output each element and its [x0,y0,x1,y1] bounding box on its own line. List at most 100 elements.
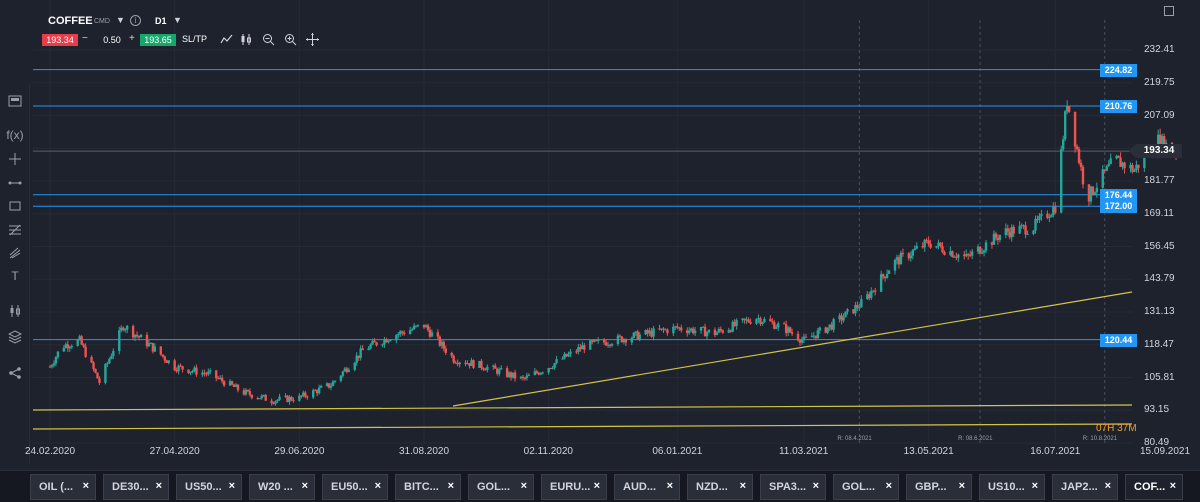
instrument-tab[interactable]: JAP2... × [1052,474,1118,500]
level-price-tag[interactable]: 172.00 [1100,200,1137,214]
close-icon[interactable]: × [374,480,381,492]
panel-icon[interactable] [6,92,24,110]
price-axis-tick: 181.77 [1144,175,1175,186]
pitchfork-icon[interactable] [6,244,24,262]
lot-decrease-button[interactable]: − [82,33,88,44]
buy-button[interactable]: 193.65 [140,34,176,46]
candle-body [278,396,281,400]
candle-body [306,396,309,398]
close-icon[interactable]: × [958,480,965,492]
lot-increase-button[interactable]: + [129,33,135,44]
indicator-icon[interactable] [6,302,24,320]
timeframe-dropdown-icon[interactable]: ▼ [173,15,182,25]
level-price-tag[interactable]: 120.44 [1100,333,1137,347]
layers-icon[interactable] [6,328,24,346]
sl-tp-button[interactable]: SL/TP [182,34,208,44]
candle-body [1123,162,1126,169]
crosshair-icon[interactable] [306,33,319,46]
candle-body [496,368,499,374]
share-icon[interactable] [6,364,24,382]
candle-body [1162,136,1166,152]
level-price-tag[interactable]: 210.76 [1100,100,1137,113]
candle-body [416,324,420,326]
function-icon[interactable]: f(x) [6,128,24,142]
level-price-tag[interactable]: 176.44 [1100,188,1137,202]
tab-label: NZD... [696,481,728,493]
candle-body [480,360,483,369]
info-icon[interactable]: i [130,15,141,26]
plot-area [33,0,1132,466]
fib-icon[interactable] [6,221,24,239]
close-icon[interactable]: × [447,480,454,492]
price-axis-tick: 118.47 [1144,338,1174,350]
close-icon[interactable]: × [301,480,308,492]
candle-body [260,395,263,399]
instrument-tab[interactable]: W20 ... × [249,474,315,500]
text-icon[interactable]: T [11,269,19,283]
line-chart-icon[interactable] [220,33,233,46]
timeframe-selector[interactable]: D1 [155,16,167,26]
candle-body [604,342,608,346]
candle-body [436,332,440,337]
price-axis-tick: 131.13 [1144,306,1175,317]
close-icon[interactable]: × [666,480,673,492]
close-icon[interactable]: × [228,480,235,492]
candle-body [927,240,930,245]
instrument-tabs: OIL (... × DE30... × US50... × W20 ... × EU50...… [0,470,1200,502]
candle-body [325,383,329,386]
close-icon[interactable]: × [520,480,527,492]
close-icon[interactable]: × [155,480,162,492]
close-icon[interactable]: × [82,480,89,492]
candles-icon[interactable] [240,33,253,46]
candle-body [870,291,873,299]
candle-body [567,353,570,357]
instrument-tab[interactable]: GBP... × [906,474,972,500]
candle-body [442,341,446,349]
candle-body [1087,184,1091,202]
close-icon[interactable]: × [1169,480,1176,492]
candle-body [1004,228,1008,236]
close-icon[interactable]: × [1031,480,1038,492]
zoom-in-icon[interactable] [284,33,297,46]
crosshair-plus-icon[interactable] [6,150,24,168]
window-menu-icon[interactable] [1164,6,1174,16]
close-icon[interactable]: × [739,480,746,492]
close-icon[interactable]: × [593,480,600,492]
instrument-tab[interactable]: GOL... × [833,474,899,500]
close-icon[interactable]: × [1104,480,1111,492]
lot-size-input[interactable]: 0.50 [103,35,121,45]
instrument-tab[interactable]: AUD... × [614,474,680,500]
close-icon[interactable]: × [812,480,819,492]
instrument-tab[interactable]: BITC... × [395,474,461,500]
level-price-tag[interactable]: 224.82 [1100,63,1137,77]
candle-body [630,338,633,343]
candle-body [438,336,442,346]
candle-body [1075,146,1079,150]
close-icon[interactable]: × [885,480,892,492]
candle-body [676,326,679,328]
trendline-icon[interactable] [6,174,24,192]
candle-body [104,364,107,383]
candle-body [729,330,732,332]
symbol-dropdown-icon[interactable]: ▼ [116,15,125,25]
instrument-tab[interactable]: US10... × [979,474,1045,500]
sell-button[interactable]: 193.34 [42,34,78,46]
candle-body [846,309,849,312]
instrument-tab[interactable]: EURU... × [541,474,607,500]
rectangle-icon[interactable] [6,197,24,215]
candle-body [674,326,677,328]
instrument-tab[interactable]: EU50... × [322,474,388,500]
instrument-tab[interactable]: COF... × [1125,474,1183,500]
instrument-tab[interactable]: SPA3... × [760,474,826,500]
instrument-tab[interactable]: DE30... × [103,474,169,500]
instrument-tab[interactable]: OIL (... × [30,474,96,500]
zoom-out-icon[interactable] [262,33,275,46]
candle-body [106,363,109,365]
instrument-tab[interactable]: US50... × [176,474,242,500]
candle-body [424,325,428,328]
candle-body [98,378,101,383]
instrument-tab[interactable]: NZD... × [687,474,753,500]
instrument-tab[interactable]: GOL... × [468,474,534,500]
symbol-name[interactable]: COFFEE [48,15,93,27]
